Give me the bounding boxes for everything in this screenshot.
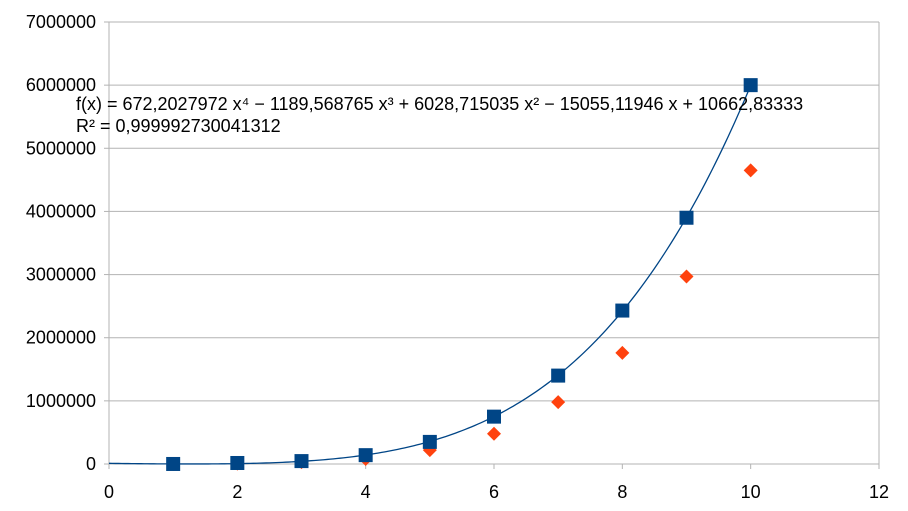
point-square-8 [679,210,694,225]
trendline-r-squared-text: R² = 0,999992730041312 [76,116,281,136]
point-square-5 [487,409,501,424]
point-diamond-5 [487,426,501,441]
trendline-equation: f(x) = 672,2027972 x⁴ − 1189,568765 x³ +… [76,94,803,136]
x-tick-label-2: 4 [361,482,371,502]
trendline-equation-text: f(x) = 672,2027972 x⁴ − 1189,568765 x³ +… [76,94,803,114]
point-diamond-7 [615,345,630,360]
y-tick-label-1: 1000000 [26,391,96,411]
point-square-9 [743,78,758,93]
gridlines [109,21,879,465]
y-tick-label-7: 7000000 [26,12,96,32]
y-tick-label-2: 2000000 [26,328,96,348]
y-axis-ticks: 0 1000000 2000000 3000000 4000000 5000000 6000… [26,12,109,474]
point-diamond-9 [743,163,758,178]
axes [108,22,880,465]
y-tick-label-5: 5000000 [26,138,96,158]
point-square-0 [166,456,181,471]
data-series [166,78,758,471]
point-diamond-6 [551,395,566,410]
y-tick-label-0: 0 [86,454,96,474]
x-tick-label-1: 2 [232,482,242,502]
y-tick-label-6: 6000000 [26,75,96,95]
x-tick-label-5: 10 [741,482,761,502]
y-tick-label-4: 4000000 [26,201,96,221]
point-square-3 [358,448,373,463]
x-axis-ticks: 0 2 4 6 8 10 12 [104,464,889,502]
y-tick-label-3: 3000000 [26,265,96,285]
point-square-1 [230,455,245,470]
x-tick-label-6: 12 [869,482,889,502]
x-tick-label-0: 0 [104,482,114,502]
point-square-7 [615,303,630,318]
x-tick-label-3: 6 [489,482,499,502]
point-square-2 [294,454,309,469]
x-tick-label-4: 8 [617,482,627,502]
point-diamond-8 [679,269,694,284]
point-square-4 [422,434,437,449]
point-square-6 [551,368,566,383]
